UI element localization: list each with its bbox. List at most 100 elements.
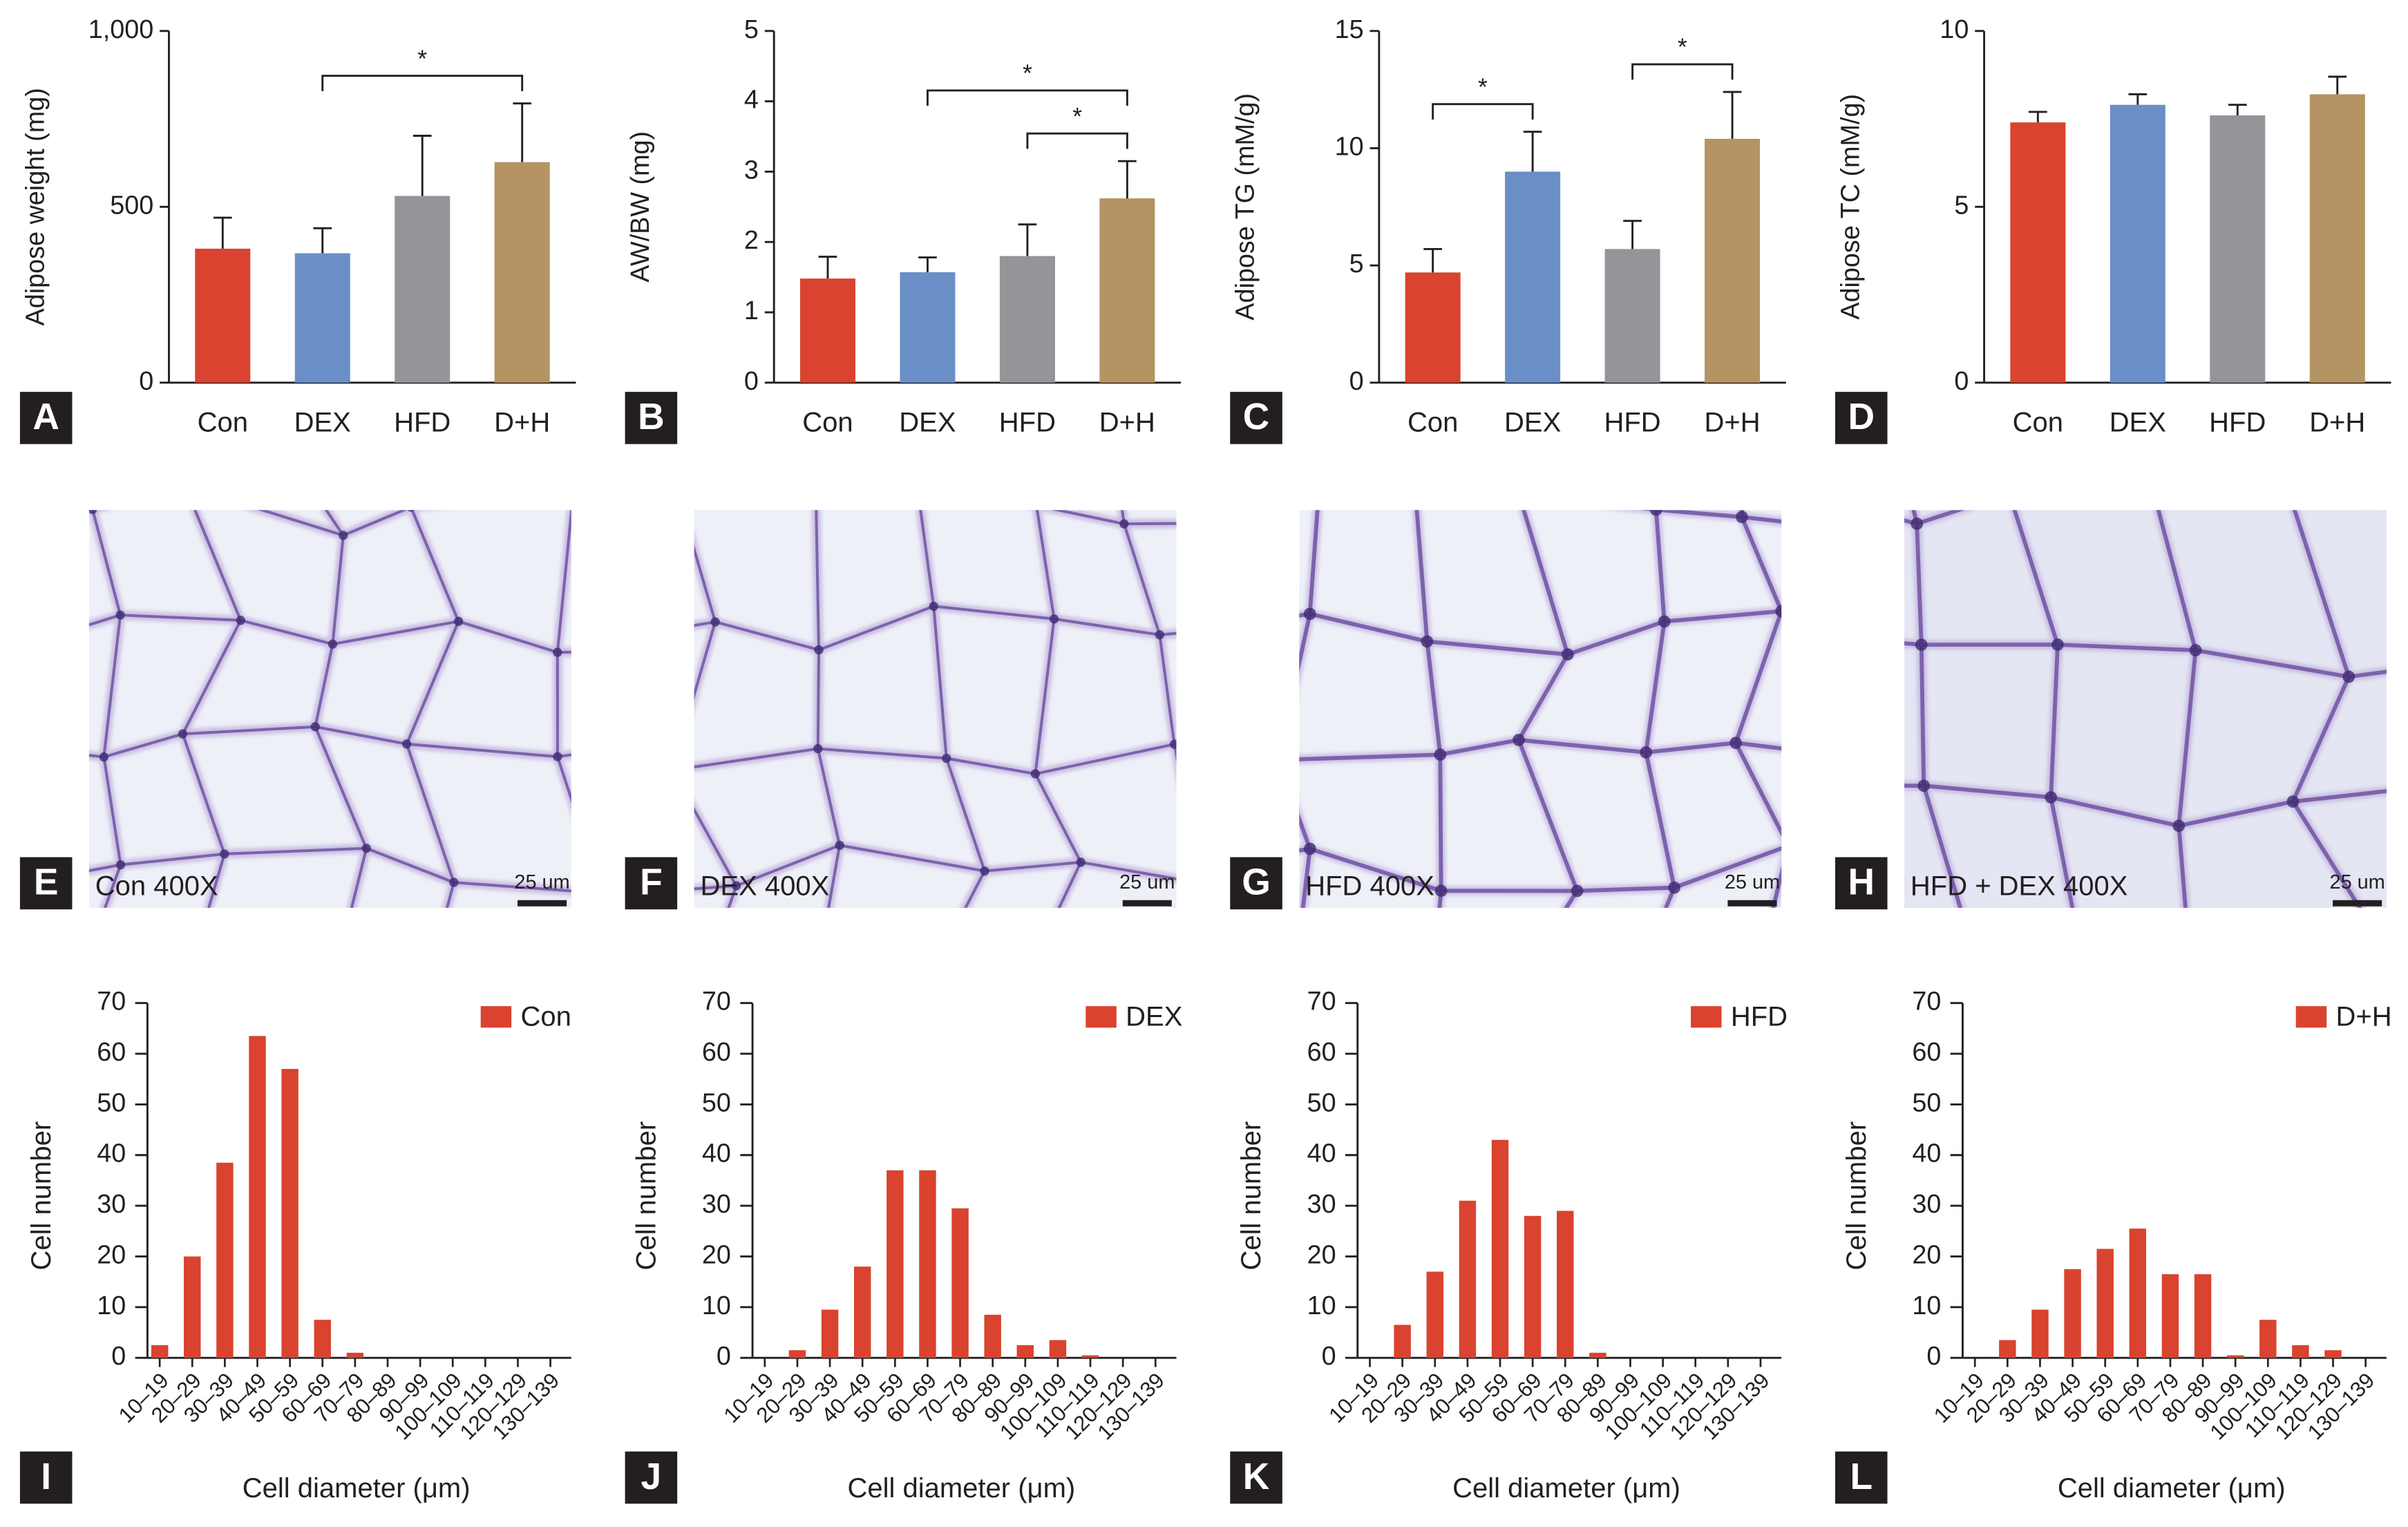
- nucleus: [1463, 397, 1475, 410]
- nucleus: [310, 722, 320, 732]
- y-tick-label: 50: [702, 1088, 731, 1117]
- nucleus: [2342, 670, 2355, 683]
- nucleus: [1421, 635, 1434, 648]
- nucleus: [1230, 618, 1242, 631]
- nucleus: [827, 1124, 836, 1133]
- bar: [853, 1267, 871, 1358]
- y-tick-label: 40: [702, 1139, 731, 1168]
- y-tick-label: 3: [744, 155, 759, 184]
- bar: [1049, 1340, 1067, 1358]
- nucleus: [1272, 754, 1284, 766]
- nucleus: [1779, 1253, 1791, 1265]
- nucleus: [2069, 1107, 2081, 1119]
- bar: [1016, 1345, 1034, 1358]
- micrograph-bg: [694, 510, 1177, 908]
- cell-walls: [1299, 510, 1782, 908]
- bar: [2210, 115, 2266, 383]
- nucleus: [1896, 1110, 1908, 1122]
- nucleus: [2149, 493, 2161, 505]
- nucleus: [1649, 510, 1662, 516]
- legend-swatch: [1086, 1006, 1117, 1028]
- y-tick-label: 30: [702, 1190, 731, 1219]
- image-caption: HFD + DEX 400X: [1911, 871, 2128, 902]
- nucleus: [781, 494, 790, 503]
- x-tick-label: Con: [198, 407, 248, 437]
- nucleus: [2072, 927, 2084, 940]
- bar: [1524, 1215, 1542, 1358]
- nucleus: [401, 739, 412, 749]
- y-tick-label: 0: [111, 1342, 126, 1371]
- nucleus: [811, 483, 820, 492]
- nucleus: [435, 1083, 444, 1092]
- panel-letter: C: [1243, 397, 1270, 437]
- y-tick-label: 1,000: [88, 15, 154, 44]
- nucleus: [2189, 644, 2202, 656]
- nucleus: [1153, 974, 1165, 986]
- nucleus: [115, 860, 126, 870]
- nucleus: [683, 734, 692, 743]
- significance-label: *: [417, 45, 427, 73]
- y-tick-label: 0: [1926, 1342, 1941, 1371]
- nucleus: [1915, 638, 1928, 652]
- scale-bar-label: 25 um: [1725, 871, 1780, 893]
- nucleus: [1314, 479, 1326, 491]
- y-tick-label: 10: [1335, 132, 1364, 161]
- error-bar: [1623, 220, 1642, 249]
- panel-letter: B: [638, 397, 665, 437]
- panel-letter-box: [1230, 392, 1282, 444]
- significance-label: *: [1023, 59, 1032, 87]
- y-axis-label: Cell number: [631, 1121, 661, 1271]
- nucleus: [772, 404, 781, 413]
- y-tick-label: 20: [1912, 1240, 1941, 1269]
- nucleus: [2172, 819, 2186, 833]
- nucleus: [662, 980, 671, 989]
- nucleus: [1668, 881, 1681, 894]
- nucleus: [688, 1009, 696, 1018]
- cell-walls: [694, 510, 1177, 908]
- nucleus: [182, 977, 191, 986]
- nucleus: [449, 878, 459, 887]
- nucleus: [212, 1118, 221, 1127]
- y-tick-label: 70: [702, 987, 731, 1016]
- y-tick-label: 10: [1307, 1291, 1336, 1320]
- x-tick-label: HFD: [394, 407, 451, 437]
- bar: [2259, 1320, 2277, 1358]
- bar: [2110, 104, 2165, 383]
- significance-label: *: [1678, 33, 1687, 61]
- y-tick-label: 40: [97, 1139, 126, 1168]
- image-caption: DEX 400X: [700, 871, 829, 902]
- bar: [799, 278, 855, 383]
- nucleus: [1425, 987, 1438, 1000]
- nucleus: [1911, 518, 1924, 530]
- nucleus: [1729, 737, 1743, 750]
- panel-letter-box: [1230, 1451, 1282, 1504]
- y-tick-label: 20: [97, 1240, 126, 1269]
- nucleus: [1350, 977, 1359, 986]
- micrograph-bg: [1904, 510, 2387, 908]
- panel-letter: F: [640, 862, 663, 903]
- y-tick-label: 0: [139, 367, 153, 396]
- nucleus: [2284, 488, 2296, 500]
- bar: [1589, 1352, 1606, 1358]
- bar: [2031, 1309, 2049, 1358]
- y-tick-label: 0: [1954, 367, 1969, 396]
- significance-bracket: [926, 89, 1128, 106]
- y-tick-label: 10: [1912, 1291, 1941, 1320]
- nucleus: [1945, 1239, 1957, 1251]
- nucleus: [701, 1122, 710, 1131]
- nucleus: [328, 639, 338, 649]
- y-tick-label: 0: [1322, 1342, 1336, 1371]
- nucleus: [632, 361, 641, 370]
- nucleus: [1137, 957, 1146, 966]
- nucleus: [652, 509, 661, 518]
- nucleus: [569, 489, 578, 497]
- y-tick-label: 0: [744, 367, 759, 396]
- nucleus: [1387, 1084, 1396, 1093]
- x-tick-label: Con: [2013, 407, 2063, 437]
- x-axis-label: Cell diameter (μm): [847, 1473, 1075, 1504]
- nucleus: [577, 740, 586, 749]
- nucleus: [814, 645, 824, 655]
- nucleus: [1196, 879, 1205, 888]
- nucleus: [1561, 648, 1574, 661]
